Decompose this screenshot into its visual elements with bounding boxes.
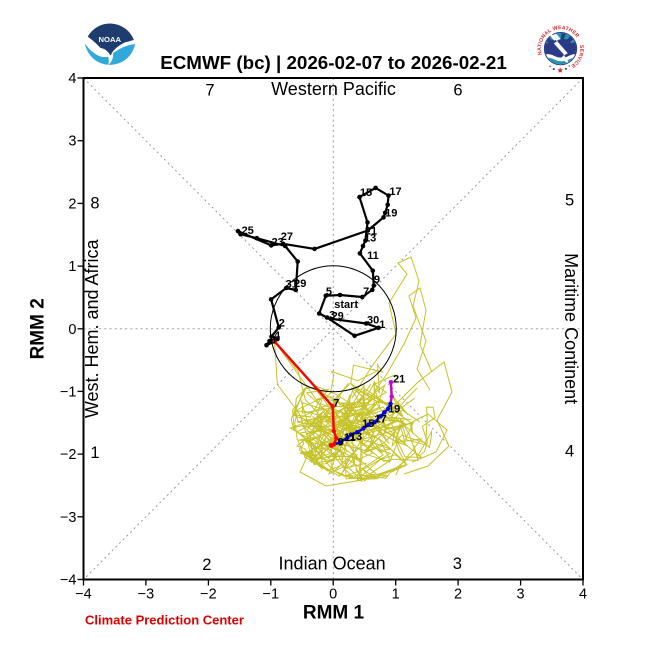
svg-text:4: 4 — [565, 443, 574, 461]
svg-text:start: start — [334, 299, 358, 311]
svg-text:21: 21 — [365, 225, 377, 237]
svg-text:15: 15 — [360, 187, 372, 199]
svg-text:31: 31 — [286, 279, 298, 291]
svg-text:3: 3 — [68, 134, 76, 150]
svg-text:2: 2 — [202, 556, 211, 574]
svg-text:5: 5 — [326, 286, 332, 298]
svg-text:21: 21 — [393, 374, 405, 386]
svg-text:ECMWF (bc) | 2026-02-07 to 202: ECMWF (bc) | 2026-02-07 to 2026-02-21 — [160, 52, 507, 73]
svg-text:Western Pacific: Western Pacific — [271, 79, 396, 99]
svg-text:2: 2 — [454, 587, 462, 603]
svg-text:30: 30 — [367, 314, 379, 326]
svg-text:4: 4 — [579, 587, 587, 603]
svg-text:RMM 1: RMM 1 — [303, 602, 365, 623]
svg-text:3: 3 — [329, 310, 335, 322]
svg-text:19: 19 — [385, 208, 397, 220]
svg-text:23: 23 — [272, 237, 284, 249]
svg-text:Maritime Continent: Maritime Continent — [561, 253, 581, 404]
svg-text:−2: −2 — [200, 587, 217, 603]
svg-text:1: 1 — [392, 587, 400, 603]
svg-text:−1: −1 — [60, 384, 77, 400]
svg-text:4: 4 — [68, 71, 76, 87]
svg-text:3: 3 — [453, 555, 462, 573]
svg-text:13: 13 — [364, 233, 376, 245]
svg-text:2: 2 — [279, 318, 285, 330]
svg-text:29: 29 — [332, 310, 344, 322]
svg-text:17: 17 — [374, 414, 386, 426]
svg-text:Climate Prediction Center: Climate Prediction Center — [85, 613, 244, 628]
svg-text:8: 8 — [90, 194, 99, 212]
svg-text:−2: −2 — [60, 447, 77, 463]
svg-text:−4: −4 — [75, 587, 92, 603]
svg-text:4: 4 — [274, 330, 281, 342]
svg-text:Indian Ocean: Indian Ocean — [279, 554, 386, 574]
svg-text:15: 15 — [362, 418, 374, 430]
svg-text:25: 25 — [242, 225, 254, 237]
svg-text:11: 11 — [344, 432, 356, 444]
svg-text:−4: −4 — [60, 573, 77, 589]
svg-text:−1: −1 — [263, 587, 280, 603]
svg-text:6: 6 — [270, 335, 276, 347]
svg-text:29: 29 — [294, 278, 306, 290]
svg-text:0: 0 — [68, 322, 76, 338]
svg-text:−3: −3 — [138, 587, 155, 603]
svg-text:1: 1 — [68, 259, 76, 275]
svg-text:7: 7 — [333, 398, 339, 410]
svg-text:13: 13 — [350, 431, 362, 443]
svg-text:6: 6 — [453, 82, 462, 100]
svg-text:1: 1 — [379, 319, 385, 331]
svg-text:−3: −3 — [60, 510, 77, 526]
svg-text:0: 0 — [329, 587, 337, 603]
svg-text:9: 9 — [374, 274, 380, 286]
svg-text:3: 3 — [517, 587, 525, 603]
svg-text:NOAA: NOAA — [99, 35, 122, 44]
svg-text:17: 17 — [389, 186, 401, 198]
svg-text:5: 5 — [565, 192, 574, 210]
svg-text:9: 9 — [338, 436, 344, 448]
svg-text:2: 2 — [68, 196, 76, 212]
svg-text:27: 27 — [281, 231, 293, 243]
svg-text:7: 7 — [363, 286, 369, 298]
svg-text:19: 19 — [388, 403, 400, 415]
svg-text:1: 1 — [90, 444, 99, 462]
svg-text:11: 11 — [367, 250, 379, 262]
svg-text:7: 7 — [205, 82, 214, 100]
svg-text:West. Hem. and Africa: West. Hem. and Africa — [82, 238, 102, 418]
svg-text:RMM 2: RMM 2 — [28, 298, 49, 359]
